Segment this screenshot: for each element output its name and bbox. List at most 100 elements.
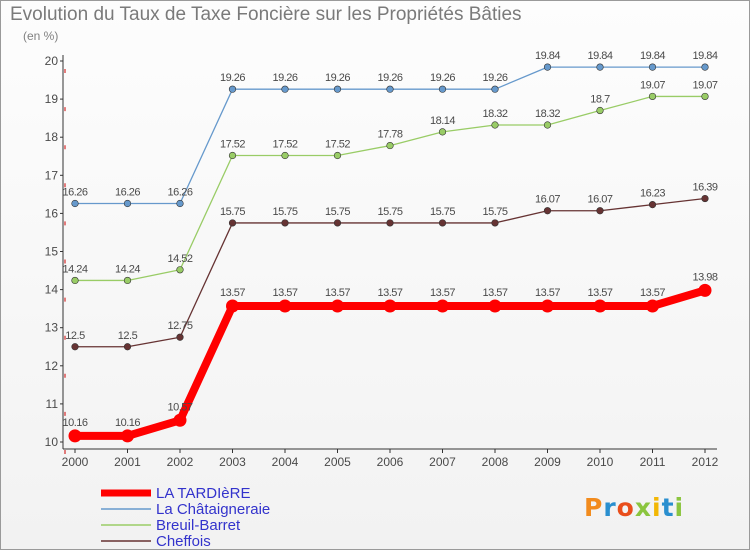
x-tick-label: 2003 bbox=[219, 455, 246, 469]
data-label: 18.7 bbox=[590, 94, 610, 106]
data-point bbox=[333, 219, 342, 227]
data-label: 13.98 bbox=[692, 271, 717, 283]
data-label: 15.75 bbox=[482, 206, 507, 218]
data-label: 13.57 bbox=[640, 287, 665, 299]
data-label: 13.57 bbox=[272, 287, 297, 299]
y-tick-label: 14 bbox=[45, 283, 59, 297]
proxiti-logo: Proxiti bbox=[584, 493, 684, 522]
data-point bbox=[176, 199, 184, 208]
data-label: 16.07 bbox=[535, 194, 560, 206]
data-point bbox=[176, 266, 184, 274]
data-point bbox=[278, 299, 292, 313]
data-label: 12.5 bbox=[65, 330, 85, 342]
data-label: 14.24 bbox=[115, 263, 140, 275]
data-point bbox=[648, 201, 657, 209]
y-tick-label: 11 bbox=[46, 397, 59, 411]
data-point bbox=[281, 151, 289, 160]
data-label: 13.57 bbox=[482, 287, 507, 299]
series-1: 16.26 16.26 16.26 19.26 19.26 19.26 19.26 19.26… bbox=[62, 50, 718, 208]
y-tick-label: 16 bbox=[45, 206, 59, 220]
y-tick-label: 17 bbox=[45, 168, 59, 182]
data-point bbox=[228, 219, 237, 227]
data-point bbox=[386, 85, 394, 93]
data-point bbox=[176, 333, 184, 341]
y-tick-label: 13 bbox=[45, 321, 59, 335]
data-point bbox=[386, 141, 394, 150]
logo-letter: t bbox=[661, 493, 675, 522]
data-point bbox=[121, 429, 134, 443]
data-label: 19.84 bbox=[587, 50, 612, 62]
data-label: 12.75 bbox=[167, 320, 192, 332]
data-point bbox=[436, 299, 449, 313]
logo-letter: x bbox=[634, 493, 652, 522]
logo-letter: o bbox=[616, 493, 635, 522]
data-label: 16.07 bbox=[587, 194, 612, 206]
data-label: 13.57 bbox=[587, 287, 612, 299]
data-label: 10.16 bbox=[62, 417, 87, 429]
logo-letter: i bbox=[674, 493, 685, 522]
data-point bbox=[701, 92, 709, 101]
data-point bbox=[698, 283, 712, 297]
data-point bbox=[173, 413, 187, 427]
legend-label: Cheffois bbox=[156, 533, 211, 549]
logo-letter: r bbox=[603, 493, 617, 522]
data-point bbox=[281, 85, 289, 93]
data-label: 17.52 bbox=[220, 138, 245, 150]
data-label: 19.26 bbox=[377, 72, 402, 84]
x-tick-label: 2010 bbox=[587, 455, 614, 469]
data-point bbox=[123, 276, 132, 285]
y-tick-label: 18 bbox=[45, 130, 59, 144]
data-point bbox=[438, 128, 447, 136]
data-label: 13.57 bbox=[430, 287, 455, 299]
data-point bbox=[491, 219, 499, 227]
data-point bbox=[646, 299, 659, 313]
legend-label: La Châtaigneraie bbox=[156, 501, 270, 518]
data-label: 15.75 bbox=[272, 206, 297, 218]
data-label: 14.52 bbox=[167, 253, 192, 265]
data-label: 15.75 bbox=[377, 206, 402, 218]
data-label: 17.52 bbox=[325, 138, 350, 150]
y-tick-label: 12 bbox=[45, 359, 59, 373]
data-label: 16.23 bbox=[640, 188, 665, 200]
y-tick-label: 15 bbox=[45, 245, 59, 259]
data-point bbox=[491, 85, 499, 93]
y-tick-label: 19 bbox=[45, 92, 59, 106]
data-label: 19.07 bbox=[640, 79, 665, 91]
data-label: 16.26 bbox=[62, 186, 87, 198]
y-tick-label: 20 bbox=[45, 54, 59, 68]
data-label: 19.26 bbox=[430, 72, 455, 84]
x-tick-label: 2007 bbox=[429, 455, 456, 469]
data-point bbox=[438, 219, 447, 227]
data-label: 18.32 bbox=[482, 108, 507, 120]
data-point bbox=[68, 429, 82, 443]
data-label: 14.24 bbox=[62, 263, 87, 275]
data-point bbox=[596, 63, 604, 71]
data-point bbox=[123, 343, 132, 351]
data-point bbox=[123, 199, 132, 208]
x-tick-label: 2000 bbox=[62, 455, 89, 469]
data-label: 12.5 bbox=[118, 330, 138, 342]
x-tick-label: 2008 bbox=[482, 455, 509, 469]
data-label: 17.78 bbox=[377, 129, 402, 141]
data-label: 19.84 bbox=[692, 50, 717, 62]
data-point bbox=[383, 299, 397, 313]
data-point bbox=[701, 194, 709, 203]
logo-letter: P bbox=[584, 493, 604, 522]
data-label: 19.84 bbox=[640, 50, 665, 62]
series-3: 12.5 12.5 12.75 15.75 15.75 15.75 15.75 15.75 15… bbox=[65, 182, 718, 351]
data-label: 13.57 bbox=[377, 287, 402, 299]
data-label: 17.52 bbox=[272, 138, 297, 150]
data-point bbox=[491, 121, 499, 129]
data-label: 15.75 bbox=[325, 206, 350, 218]
x-tick-label: 2004 bbox=[272, 455, 299, 469]
x-tick-label: 2005 bbox=[324, 455, 351, 469]
x-tick-label: 2012 bbox=[692, 455, 719, 469]
data-label: 15.75 bbox=[220, 206, 245, 218]
data-label: 13.57 bbox=[325, 287, 350, 299]
data-point bbox=[593, 299, 607, 313]
data-label: 16.39 bbox=[692, 182, 717, 194]
x-tick-label: 2011 bbox=[640, 455, 666, 469]
data-label: 16.26 bbox=[115, 186, 140, 198]
data-point bbox=[71, 343, 79, 351]
